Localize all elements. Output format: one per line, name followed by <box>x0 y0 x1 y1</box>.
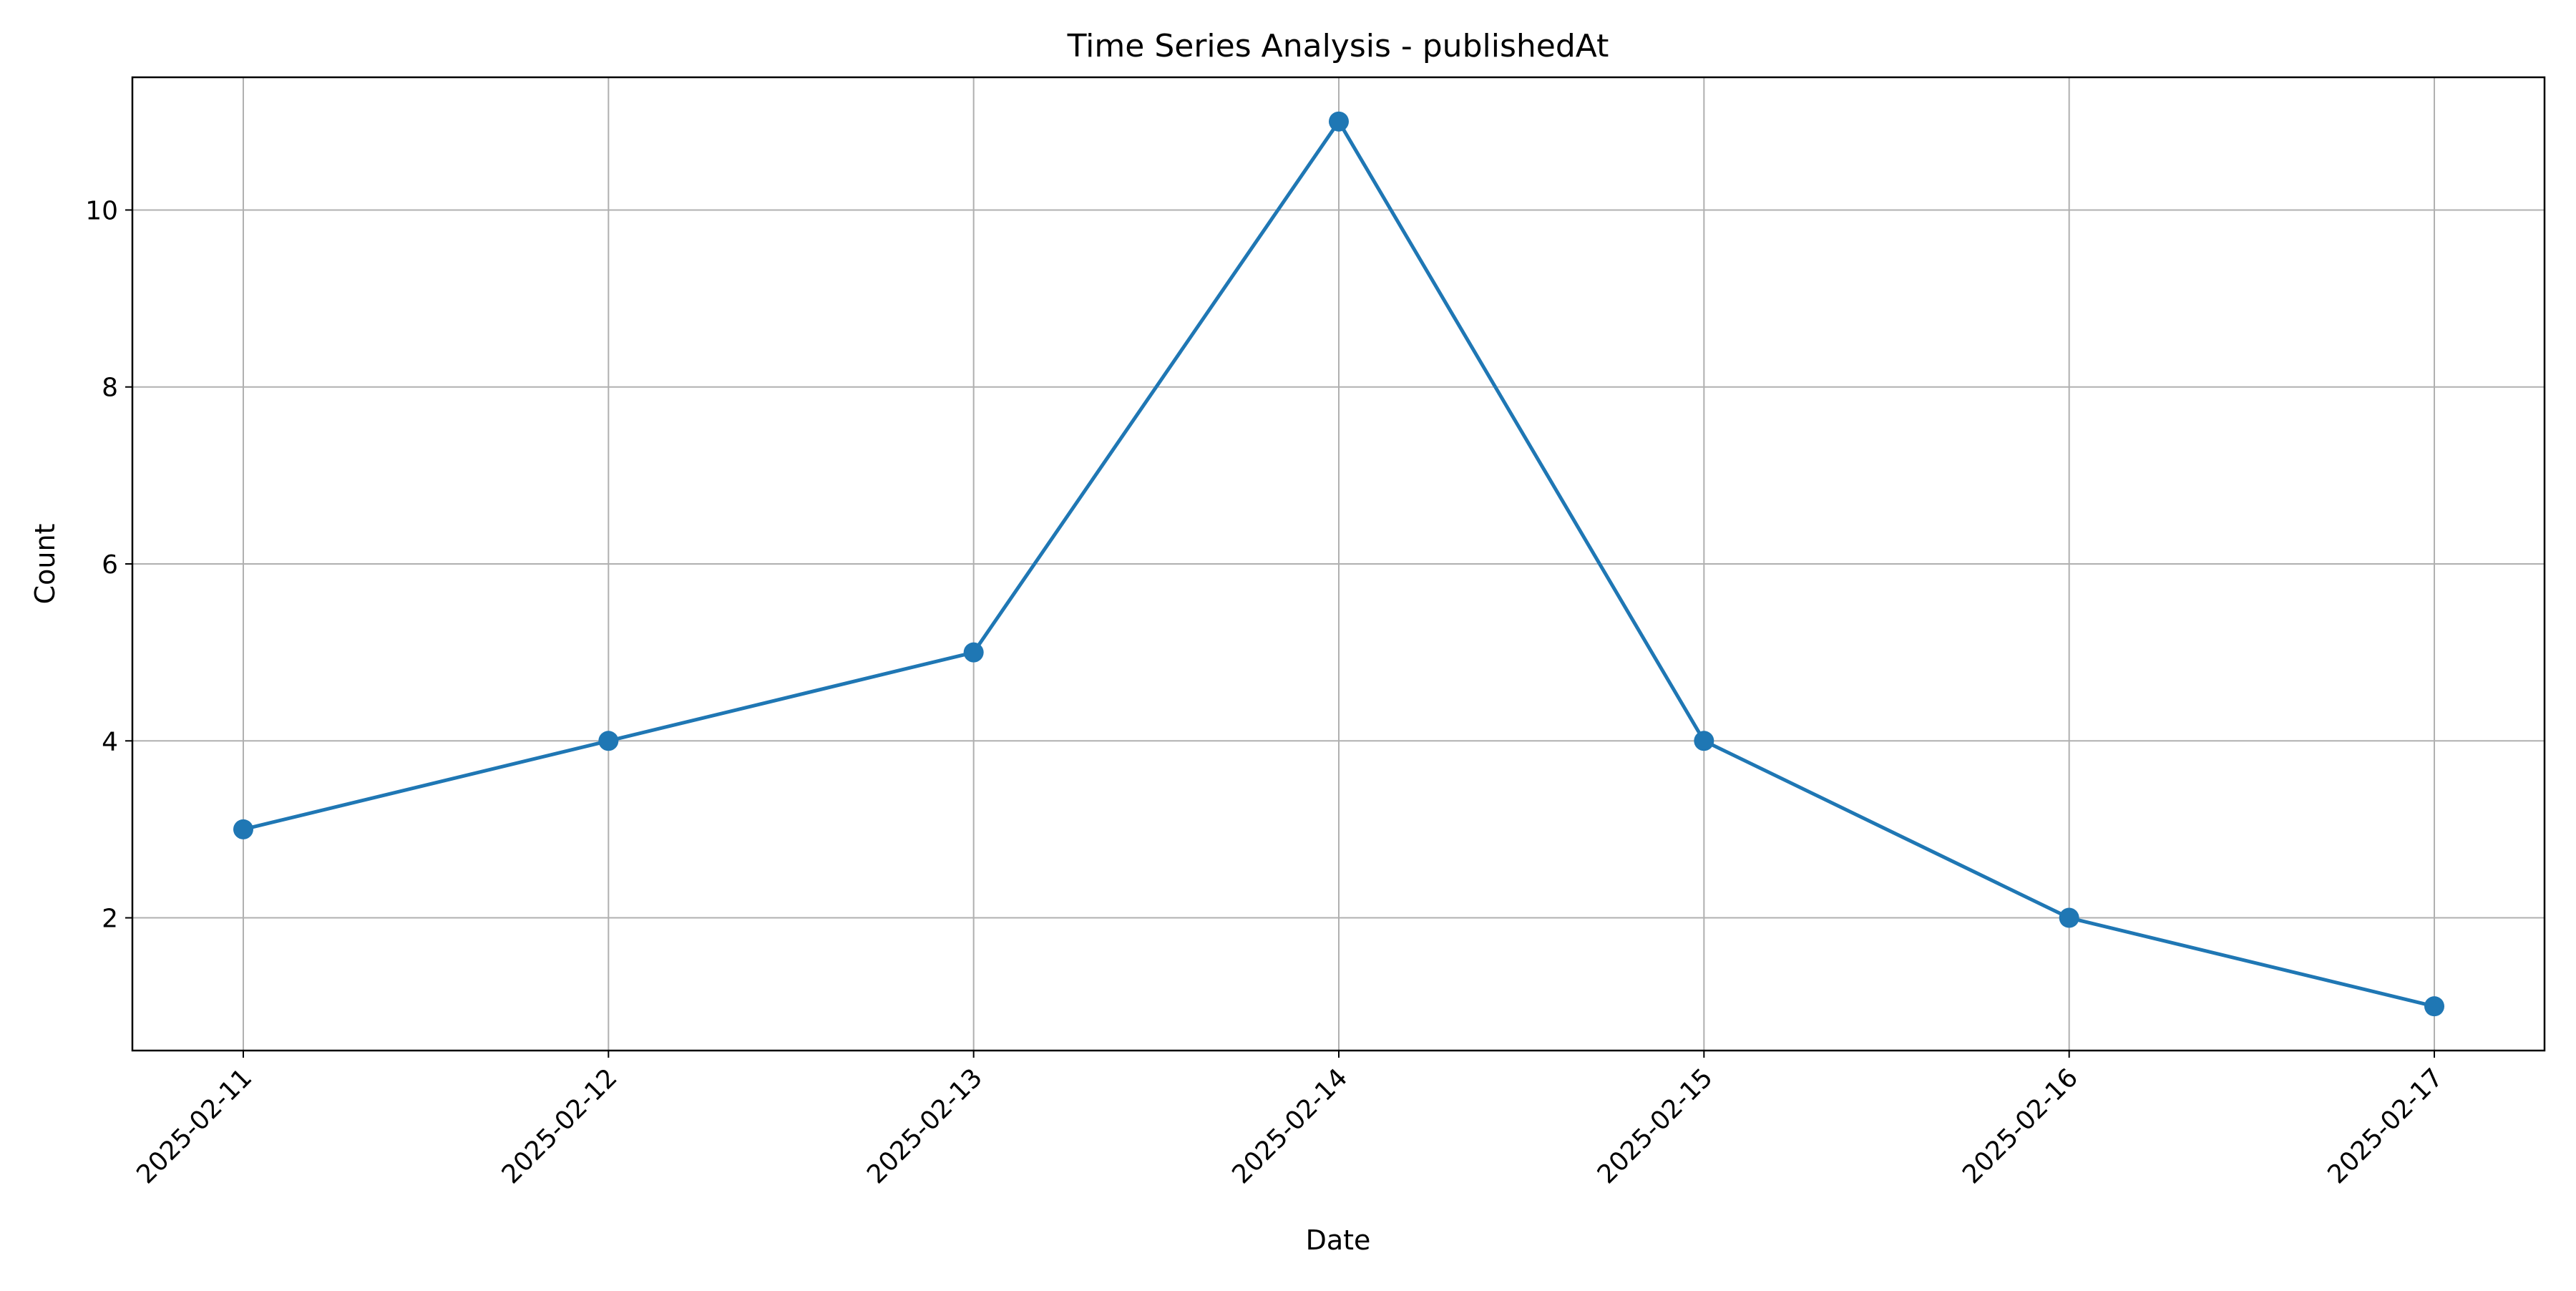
y-tick-label: 10 <box>85 196 118 225</box>
data-point <box>233 819 253 839</box>
y-tick-label: 2 <box>102 905 118 934</box>
series-layer <box>233 111 2444 1017</box>
data-point <box>1694 731 1714 751</box>
y-axis: 2 4 6 8 10 <box>85 196 132 934</box>
data-point <box>1329 111 1349 132</box>
y-tick-label: 6 <box>102 550 118 580</box>
data-point <box>963 642 984 663</box>
y-tick-label: 8 <box>102 374 118 403</box>
chart-title: Time Series Analysis - publishedAt <box>1067 28 1609 64</box>
y-tick-label: 4 <box>102 727 118 756</box>
data-point <box>2059 907 2079 928</box>
x-axis-label: Date <box>1306 1224 1371 1256</box>
grid <box>132 77 2545 1051</box>
data-point <box>598 731 619 751</box>
y-axis-label: Count <box>29 524 61 605</box>
data-point <box>2424 996 2444 1017</box>
